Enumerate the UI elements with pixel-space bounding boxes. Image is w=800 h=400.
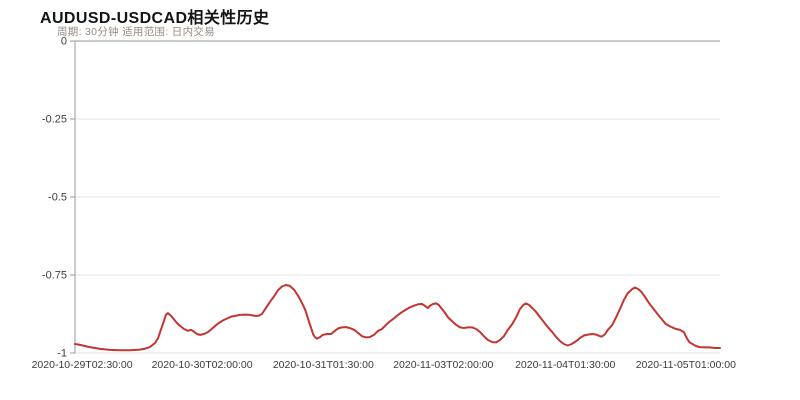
chart-subtitle: 周期: 30分钟 适用范围: 日内交易	[57, 26, 215, 38]
correlation-series-line	[74, 284, 721, 352]
y-tick-label: -0.5	[48, 192, 67, 204]
x-tick-label: 2020-11-04T01:30:00	[515, 359, 615, 371]
y-tick-label: -0.75	[42, 270, 67, 282]
chart-title: AUDUSD-USDCAD相关性历史	[40, 10, 270, 27]
x-tick-label: 2020-10-30T02:00:00	[152, 359, 253, 371]
y-tick-label: -1	[57, 348, 67, 360]
x-tick-label: 2020-11-05T01:00:00	[636, 359, 736, 371]
x-tick-label: 2020-10-31T01:30:00	[273, 359, 374, 371]
x-tick-label: 2020-10-29T02:30:00	[32, 359, 133, 371]
x-tick-label: 2020-11-03T02:00:00	[393, 359, 493, 371]
y-tick-label: 0	[61, 36, 67, 48]
y-tick-label: -0.25	[42, 114, 67, 126]
